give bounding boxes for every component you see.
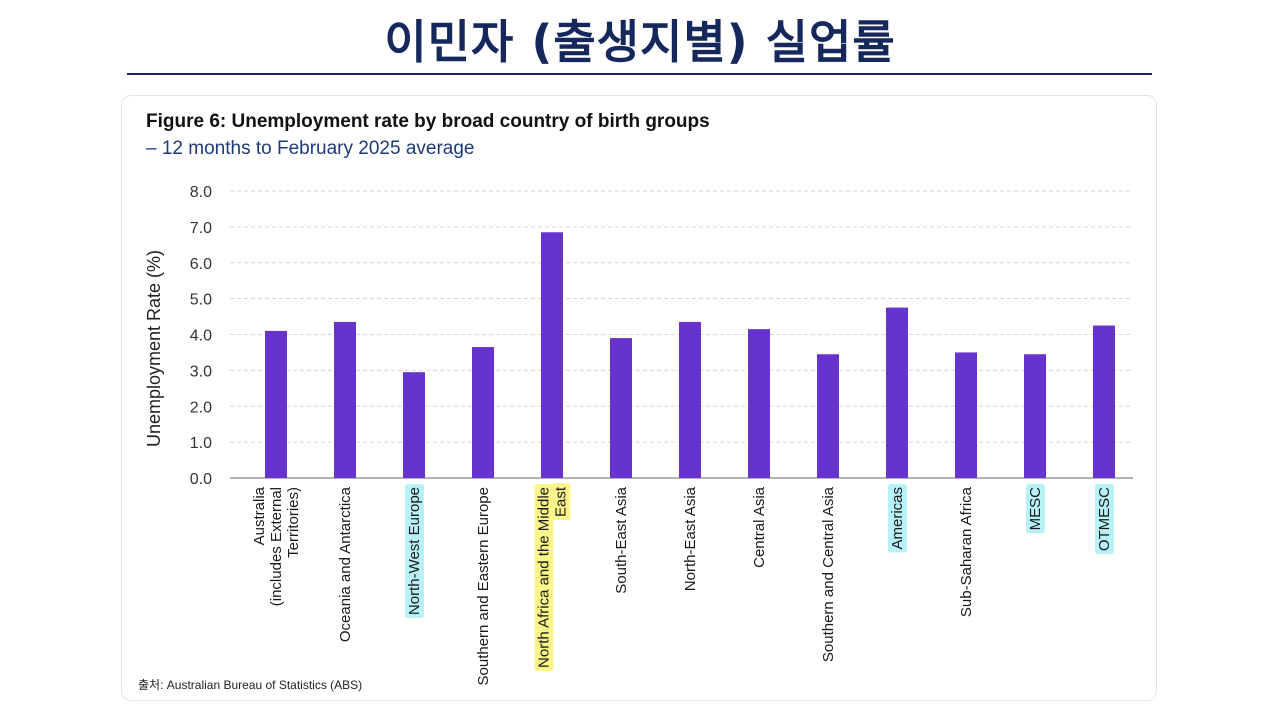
category-label-line: Australia xyxy=(251,486,268,545)
bar-3 xyxy=(403,372,425,478)
category-label-line: OTMESC xyxy=(1096,487,1113,551)
category-label-9: Southern and Central Asia xyxy=(820,486,837,662)
category-label-line: Americas xyxy=(889,487,906,550)
category-label-line: MESC xyxy=(1027,487,1044,531)
category-label-line: North Africa and the Middle xyxy=(536,487,553,668)
category-label-4: Southern and Eastern Europe xyxy=(475,487,492,685)
y-tick-label: 5.0 xyxy=(190,292,212,309)
y-tick-label: 3.0 xyxy=(190,363,212,380)
figure-subtitle: – 12 months to February 2025 average xyxy=(146,138,475,159)
bar-1 xyxy=(265,330,287,478)
bar-7 xyxy=(679,321,701,478)
category-label-line: Southern and Central Asia xyxy=(820,486,837,662)
category-label-line: Southern and Eastern Europe xyxy=(475,487,492,685)
bar-8 xyxy=(748,329,770,478)
chart-card xyxy=(121,95,1157,701)
category-label-line: Territories) xyxy=(285,487,302,558)
bar-4 xyxy=(472,347,494,478)
bar-9 xyxy=(817,354,839,478)
y-tick-label: 1.0 xyxy=(190,435,212,452)
source-label: 출처 xyxy=(138,678,161,692)
title-divider xyxy=(127,73,1152,75)
source-note: 출처: Australian Bureau of Statistics (ABS… xyxy=(138,676,362,693)
bar-11 xyxy=(955,352,977,478)
label-highlight xyxy=(534,484,554,671)
category-label-12: MESC xyxy=(1026,483,1045,534)
bar-5 xyxy=(541,232,563,478)
bar-12 xyxy=(1024,354,1046,478)
bar-6 xyxy=(610,338,632,478)
category-label-13: OTMESC xyxy=(1095,483,1114,555)
y-tick-label: 6.0 xyxy=(190,256,212,273)
y-tick-label: 0.0 xyxy=(190,471,212,488)
category-label-line: North-East Asia xyxy=(682,486,699,591)
y-tick-label: 8.0 xyxy=(190,184,212,201)
label-highlight xyxy=(888,484,907,553)
y-tick-label: 4.0 xyxy=(190,328,212,345)
category-label-7: North-East Asia xyxy=(682,486,699,591)
bar-10 xyxy=(886,307,908,478)
y-tick-label: 2.0 xyxy=(190,399,212,416)
category-label-2: Oceania and Antarctica xyxy=(337,486,354,642)
bar-2 xyxy=(334,321,356,478)
category-label-3: North-West Europe xyxy=(405,484,424,619)
category-label-1: Australia (includes External Territories) xyxy=(251,486,302,606)
category-label-6: South-East Asia xyxy=(613,486,630,593)
category-label-line: Sub-Saharan Africa xyxy=(958,486,975,617)
label-highlight xyxy=(405,484,424,619)
category-label-line: North-West Europe xyxy=(406,487,423,615)
y-axis-title: Unemployment Rate (%) xyxy=(144,250,164,447)
y-tick-label: 7.0 xyxy=(190,220,212,237)
slide-title: 이민자 (출생지별) 실업률 xyxy=(384,15,896,69)
figure-title: Figure 6: Unemployment rate by broad cou… xyxy=(146,111,710,132)
category-label-11: Sub-Saharan Africa xyxy=(958,486,975,617)
category-label-line: Central Asia xyxy=(751,486,768,568)
category-label-line: Oceania and Antarctica xyxy=(337,486,354,642)
category-label-5: North Africa and the Middle East xyxy=(534,483,571,671)
label-highlight xyxy=(1095,483,1114,555)
category-label-line: East xyxy=(553,486,570,517)
label-highlight xyxy=(1026,483,1045,534)
source-text: : Australian Bureau of Statistics (ABS) xyxy=(160,678,363,692)
category-label-10: Americas xyxy=(888,484,907,553)
category-label-line: (includes External xyxy=(268,487,285,606)
category-label-8: Central Asia xyxy=(751,486,768,568)
label-highlight xyxy=(551,483,571,521)
bar-13 xyxy=(1093,325,1115,478)
category-label-line: South-East Asia xyxy=(613,486,630,593)
